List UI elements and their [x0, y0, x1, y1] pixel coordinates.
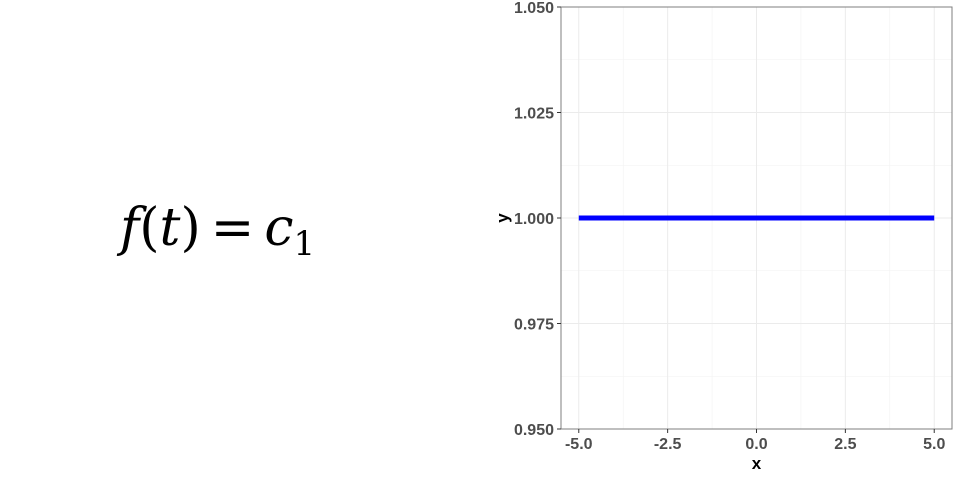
formula-subscript: 1	[293, 224, 316, 264]
formula-constant: c	[264, 198, 294, 258]
y-tick-label: 0.975	[514, 317, 554, 334]
x-axis-title: x	[752, 454, 762, 473]
x-axis: -5.0 -2.5 0.0 2.5 5.0	[565, 429, 945, 453]
y-tick-label: 1.000	[514, 211, 554, 228]
y-tick-label: 0.950	[514, 422, 554, 439]
formula: f(t) = c1	[120, 188, 340, 268]
formula-equals: =	[210, 198, 255, 258]
y-tick-label: 1.025	[514, 106, 554, 123]
x-tick-label: 0.0	[745, 436, 767, 453]
y-tick-label: 1.050	[514, 0, 554, 17]
formula-close-paren: )	[180, 198, 201, 258]
x-tick-label: 5.0	[923, 436, 945, 453]
formula-function: f	[120, 198, 140, 258]
x-tick-label: 2.5	[834, 436, 856, 453]
x-tick-label: -5.0	[565, 436, 593, 453]
y-axis-title: y	[493, 213, 512, 223]
x-tick-label: -2.5	[654, 436, 682, 453]
formula-argument: t	[159, 198, 181, 258]
y-axis: 0.950 0.975 1.000 1.025 1.050	[514, 0, 561, 439]
formula-open-paren: (	[139, 198, 160, 258]
